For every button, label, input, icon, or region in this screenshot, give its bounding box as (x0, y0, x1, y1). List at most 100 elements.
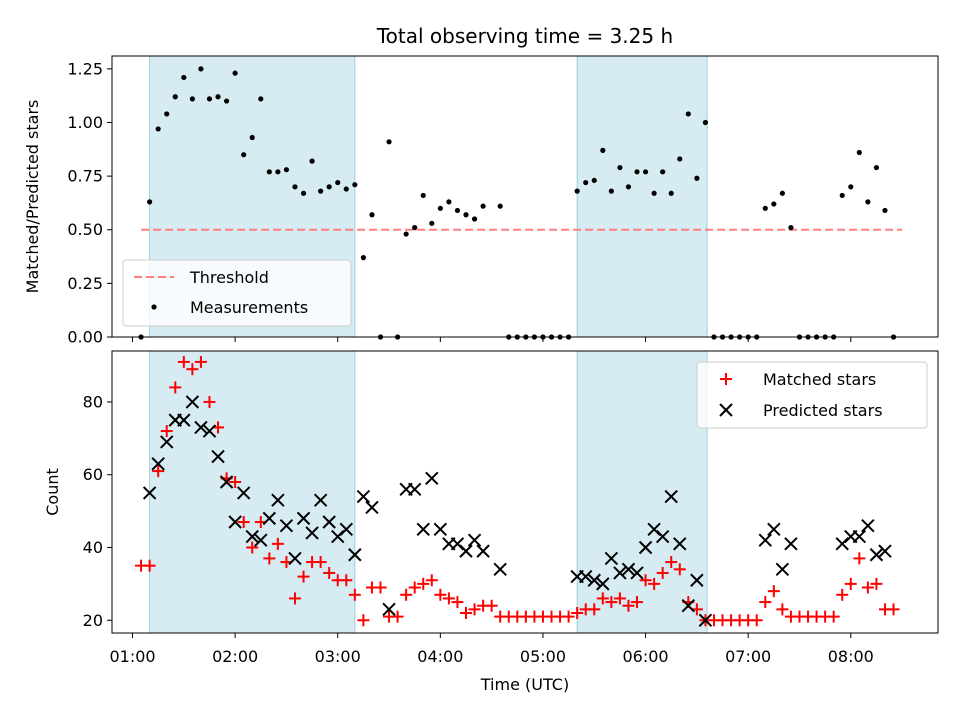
predicted-point (262, 511, 277, 526)
predicted-point (288, 551, 302, 566)
matched-point (673, 563, 686, 576)
predicted-point (356, 489, 371, 504)
predicted-point (655, 529, 670, 544)
predicted-point (382, 602, 396, 617)
measurement-point (172, 94, 178, 100)
matched-point (323, 566, 336, 579)
measurement-point (583, 179, 589, 186)
matched-point (750, 614, 763, 627)
predicted-point (219, 475, 234, 489)
predicted-point (467, 533, 482, 547)
measurement-point (403, 231, 409, 237)
y-tick-label: 0.75 (67, 167, 103, 186)
x-axis-label: Time (UTC) (480, 675, 569, 694)
matched-point (571, 606, 584, 619)
x-tick-label: 04:00 (417, 647, 463, 666)
matched-point (844, 577, 857, 590)
predicted-point (681, 599, 696, 613)
measurement-point (608, 188, 614, 194)
measurement-point (189, 96, 195, 102)
predicted-point (407, 482, 422, 496)
matched-point (400, 588, 413, 601)
predicted-point (587, 573, 601, 587)
predicted-point (690, 573, 704, 587)
measurement-point (446, 199, 452, 205)
predicted-point (664, 489, 678, 504)
x-tick-label: 07:00 (725, 647, 771, 666)
bottom-legend: Matched stars Predicted stars (696, 361, 928, 429)
legend-measurement-marker (151, 304, 157, 310)
matched-point (246, 541, 259, 554)
matched-point (639, 574, 652, 587)
measurement-point (463, 212, 469, 218)
measurement-point (454, 207, 461, 214)
predicted-point (416, 522, 430, 537)
measurement-point (309, 158, 315, 164)
predicted-point (271, 493, 285, 507)
matched-point (648, 577, 661, 590)
matched-point (203, 395, 216, 408)
measurement-point (249, 134, 255, 141)
measurement-point (283, 167, 290, 173)
legend-predicted-label: Predicted stars (763, 401, 883, 420)
matched-point (143, 559, 156, 572)
matched-point (776, 603, 789, 616)
measurement-point (164, 111, 170, 117)
top-panel: 0.00 0.25 0.50 0.75 1.00 1.25 Matched/Predict… (23, 55, 939, 347)
measurement-point (839, 192, 845, 199)
predicted-point (476, 544, 490, 558)
measurement-point (155, 126, 161, 132)
predicted-point (673, 537, 687, 551)
matched-point (314, 556, 327, 569)
predicted-point (177, 413, 191, 427)
measurement-point (668, 190, 674, 196)
measurement-point (865, 199, 871, 205)
x-tick-label: 08:00 (828, 647, 874, 666)
measurement-point (779, 190, 785, 196)
top-legend-box (122, 259, 352, 327)
measurement-point (266, 169, 272, 175)
matched-point (237, 516, 250, 529)
predicted-point (638, 540, 653, 555)
predicted-point (211, 449, 225, 464)
predicted-point (613, 566, 627, 580)
matched-point (425, 574, 438, 587)
measurement-point (642, 169, 649, 175)
measurement-point (788, 225, 794, 231)
predicted-point (279, 518, 294, 533)
measurement-point (480, 203, 486, 209)
bottom-plot-frame (111, 350, 939, 634)
y-tick-label: 0.25 (67, 274, 103, 293)
x-tick-label: 02:00 (212, 647, 258, 666)
measurement-point (651, 190, 657, 196)
matched-point (391, 610, 404, 623)
measurement-point (275, 169, 281, 175)
matched-point (408, 581, 421, 594)
measurement-point (600, 147, 606, 153)
matched-point (870, 577, 883, 590)
measurement-point (429, 220, 435, 226)
matched-point (836, 588, 849, 601)
measurement-point (591, 177, 597, 184)
predicted-point (228, 515, 242, 529)
y-tick-label: 1.00 (67, 113, 103, 132)
measurement-point (762, 205, 768, 211)
measurement-point (326, 184, 332, 190)
matched-point (451, 596, 464, 609)
legend-threshold-label: Threshold (189, 268, 269, 287)
measurement-point (497, 203, 503, 209)
measurement-point (471, 216, 478, 222)
legend-matched-marker (720, 373, 732, 385)
legend-measurement-label: Measurements (190, 298, 308, 317)
predicted-point (775, 562, 790, 577)
measurement-point (856, 149, 862, 156)
measurement-point (685, 111, 691, 117)
matched-point (348, 588, 361, 601)
legend-matched-label: Matched stars (763, 370, 876, 389)
predicted-point (236, 486, 251, 500)
measurement-point (300, 190, 307, 196)
matched-point (759, 596, 772, 609)
measurement-point (617, 164, 623, 171)
measurement-point (206, 96, 213, 102)
measurement-point (352, 182, 358, 188)
